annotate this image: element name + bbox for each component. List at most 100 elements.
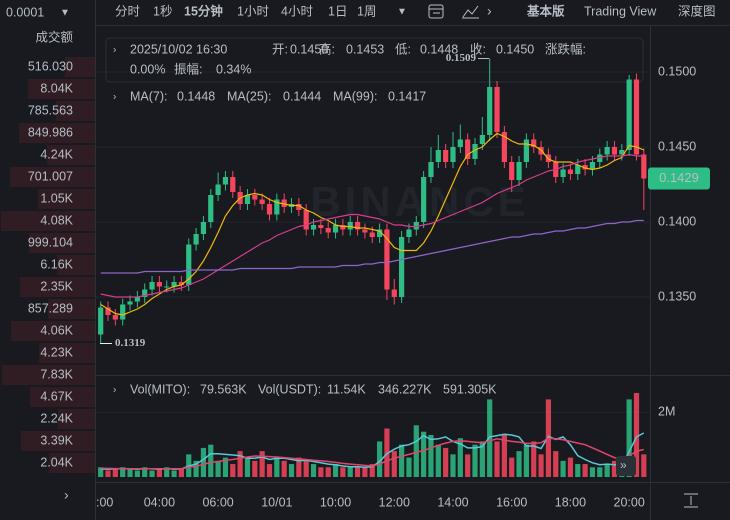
view-tab[interactable]: 基本版	[526, 3, 565, 18]
collapse-icon[interactable]: ›	[113, 385, 116, 396]
volume-bar	[553, 451, 559, 477]
candle-body	[332, 225, 339, 233]
volume-bar	[376, 441, 383, 477]
volume-row: 8.04K	[40, 81, 73, 95]
volume-row: 4.67K	[40, 389, 73, 403]
candle-body	[281, 199, 287, 207]
candle-body	[208, 195, 214, 222]
draw-icon[interactable]	[462, 5, 479, 19]
volume-bar	[538, 454, 544, 477]
info-time: 2025/10/02 16:30	[130, 42, 227, 56]
info-label: 高:	[319, 41, 335, 56]
candle-body	[266, 204, 273, 215]
volume-bar	[112, 468, 118, 477]
info-label: 低:	[395, 42, 411, 56]
volume-bar	[509, 457, 515, 477]
depth-bar	[21, 431, 95, 451]
volume-bar	[633, 392, 640, 477]
depth-bar	[10, 167, 95, 187]
volume-bar	[457, 438, 463, 477]
interval-tab[interactable]: 1秒	[153, 4, 172, 18]
collapse-icon[interactable]: ›	[113, 45, 116, 56]
volume-bar	[494, 441, 500, 477]
candle-body	[619, 150, 625, 155]
volume-row: 2.35K	[40, 279, 73, 293]
volume-row: 701.007	[28, 169, 73, 183]
depth-bar	[11, 321, 95, 341]
volume-bar	[127, 468, 133, 477]
volume-bar	[575, 464, 581, 477]
volume-bar	[105, 470, 111, 477]
candle-body	[340, 225, 346, 230]
interval-tab[interactable]: 分时	[115, 4, 141, 18]
scale-icon[interactable]	[684, 493, 698, 508]
candle-body	[274, 199, 280, 215]
info-label: 涨跌幅:	[545, 41, 586, 56]
legend-value: 346.227K	[378, 382, 432, 396]
info-value: 0.1448	[420, 42, 458, 56]
candle-body	[244, 195, 251, 204]
volume-row: 2.24K	[40, 411, 73, 425]
scroll-icon[interactable]: ›	[487, 3, 492, 19]
candle-body	[501, 132, 507, 162]
volume-bar	[98, 467, 104, 477]
scroll-button[interactable]	[616, 456, 636, 476]
volume-bar	[325, 467, 331, 477]
candle-body	[98, 307, 104, 335]
volume-bar	[252, 460, 258, 477]
volume-bar	[413, 425, 419, 477]
candle-body	[376, 229, 383, 237]
candle-body	[428, 162, 434, 177]
view-tab[interactable]: Trading View	[584, 4, 657, 18]
volume-bar	[611, 460, 618, 477]
candle-body	[487, 87, 493, 135]
volume-bar	[178, 468, 185, 477]
depth-bar	[1, 211, 95, 231]
collapse-icon[interactable]: ›	[113, 92, 116, 103]
volume-row: 2.04K	[40, 455, 73, 469]
candle-body	[259, 199, 265, 204]
depth-bar	[30, 387, 95, 407]
x-tick-label: 04:00	[144, 495, 175, 509]
interval-tab[interactable]: 1周	[357, 4, 376, 18]
low-marker-label: 0.1319	[115, 337, 146, 349]
depth-bar	[65, 57, 95, 77]
dropdown-icon[interactable]: ▼	[60, 8, 70, 19]
candle-body	[369, 232, 375, 237]
candle-body	[347, 222, 353, 230]
ma-line	[100, 132, 645, 316]
view-tab[interactable]: 深度图	[678, 3, 716, 18]
legend-label: Vol(MITO):	[130, 382, 190, 396]
more-intervals-icon[interactable]: ▼	[397, 7, 407, 18]
candle-body	[384, 229, 390, 290]
volume-bar	[149, 470, 155, 477]
candle-body	[589, 162, 596, 170]
volume-bar	[479, 441, 485, 477]
expand-icon[interactable]: ›	[64, 487, 69, 503]
info-value: 0.34%	[216, 62, 251, 76]
volume-bar	[560, 460, 566, 477]
volume-bar	[567, 457, 574, 477]
info-value: 0.1453	[346, 42, 384, 56]
candle-body	[127, 301, 133, 305]
interval-tab[interactable]: 1日	[328, 4, 347, 18]
volume-row: 3.39K	[40, 433, 73, 447]
volume-bar	[384, 428, 390, 477]
candle-body	[457, 139, 463, 147]
volume-bar	[164, 467, 170, 477]
candle-body	[597, 154, 603, 162]
candle-body	[303, 210, 309, 230]
volume-bar	[303, 460, 309, 477]
ma-line	[100, 153, 644, 298]
interval-tab[interactable]: 1小时	[237, 4, 269, 18]
volume-bar	[347, 467, 353, 477]
legend-label: MA(25):	[227, 89, 271, 103]
candle-body	[310, 225, 317, 230]
interval-tab[interactable]: 4小时	[281, 4, 313, 18]
volume-bar	[501, 434, 507, 477]
price-step[interactable]: 0.0001	[6, 5, 44, 19]
depth-bar	[39, 343, 95, 363]
indicator-icon[interactable]	[428, 4, 444, 19]
scroll-button-icon[interactable]: »	[620, 458, 627, 472]
interval-tab[interactable]: 15分钟	[184, 3, 223, 18]
